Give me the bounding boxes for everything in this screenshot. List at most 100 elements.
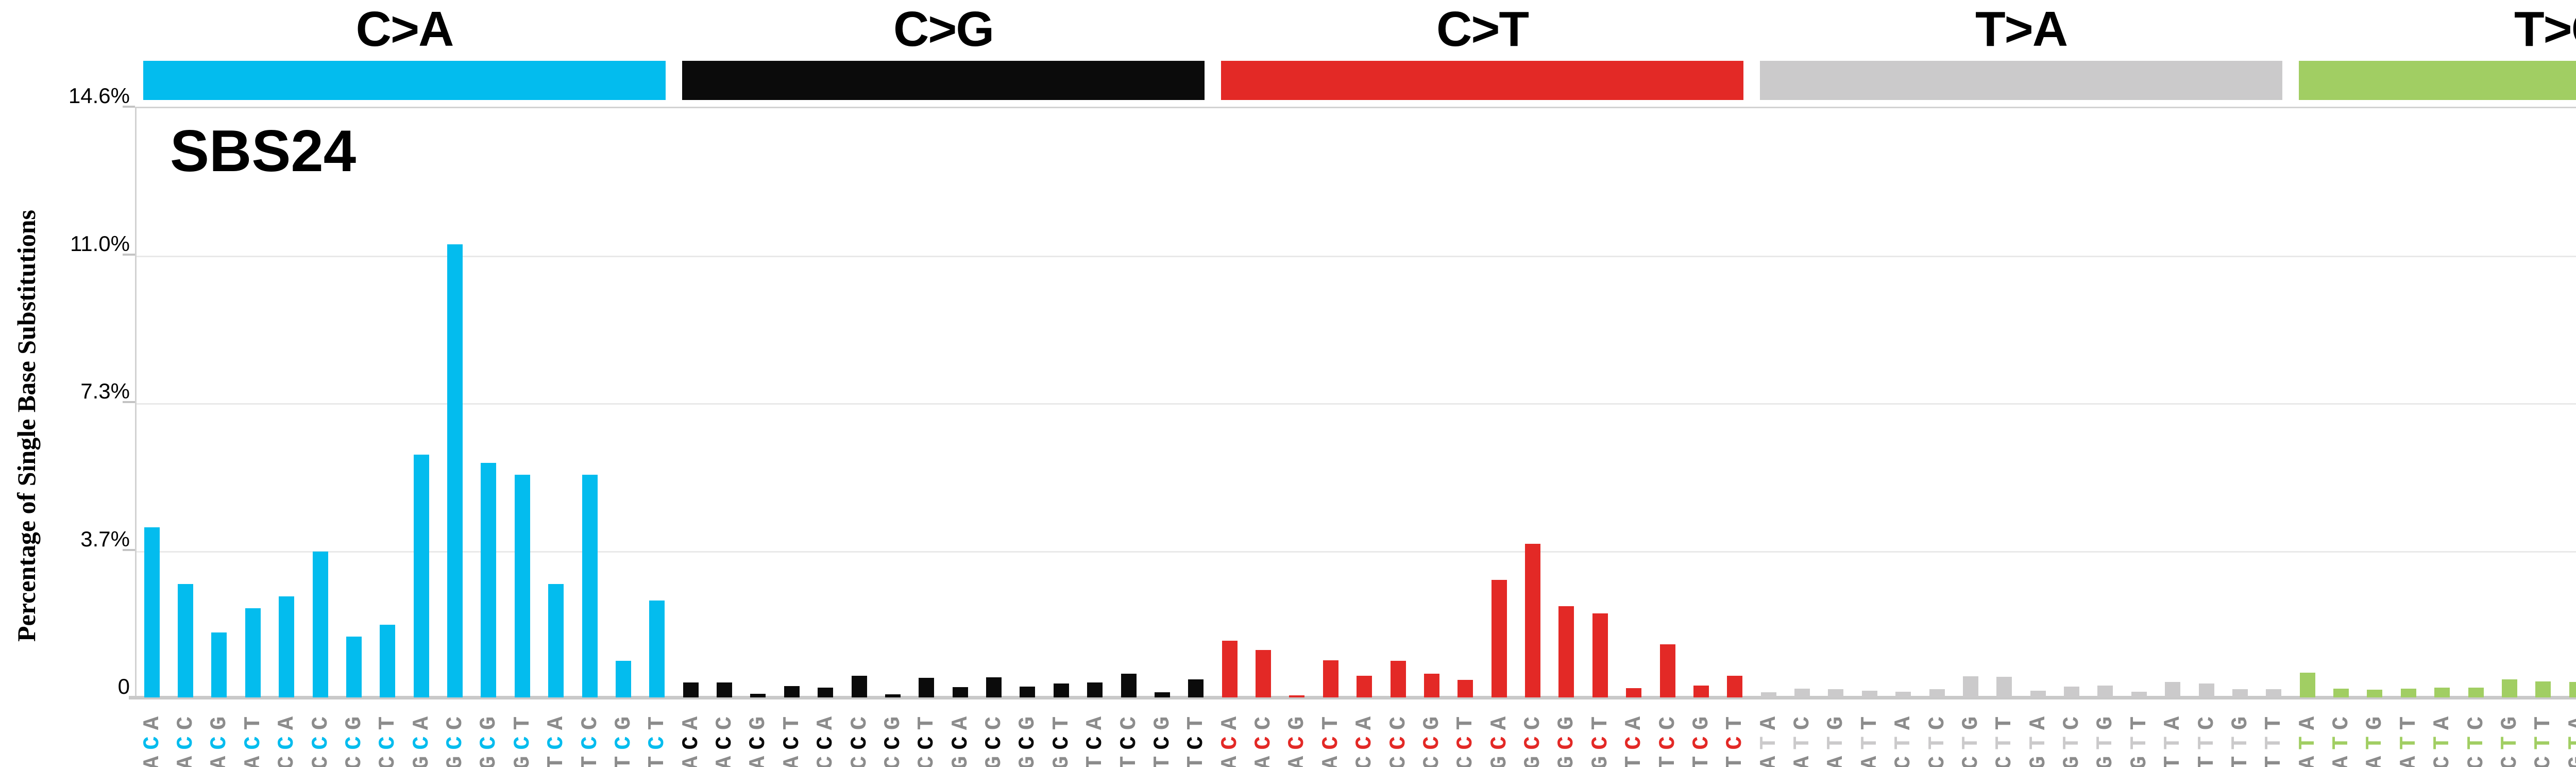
context-letter: C: [173, 710, 199, 730]
mutated-base-letter: C: [375, 730, 401, 750]
mutated-base-letter: T: [2396, 730, 2422, 750]
context-letter: T: [611, 749, 637, 767]
y-gridline: [137, 551, 2576, 553]
mutated-base-letter: T: [2227, 730, 2253, 750]
mutated-base-letter: C: [1520, 730, 1547, 750]
signature-bar: [2299, 673, 2315, 697]
y-tick-mark: [123, 548, 135, 551]
signature-bar: [919, 678, 935, 697]
signature-bar: [885, 694, 901, 697]
signature-bar: [1491, 579, 1507, 697]
signature-bar: [1828, 689, 1844, 697]
context-letter: C: [1891, 749, 1917, 767]
context-letter: A: [544, 710, 570, 730]
signature-bar: [1962, 676, 1978, 697]
mutated-base-letter: C: [1722, 730, 1749, 750]
signature-bar: [144, 527, 160, 697]
mutated-base-letter: T: [1891, 730, 1917, 750]
mutated-base-letter: T: [2531, 730, 2557, 750]
context-letter: T: [2194, 749, 2220, 767]
mutated-base-letter: T: [1790, 730, 1816, 750]
x-axis-context-label: TTT: [2261, 710, 2287, 767]
mutated-base-letter: T: [1992, 730, 2018, 750]
signature-bar: [1423, 673, 1439, 697]
x-axis-context-label: CCA: [274, 710, 300, 767]
x-axis-context-label: TCC: [577, 710, 603, 767]
signature-bar: [312, 552, 328, 697]
context-letter: G: [510, 749, 536, 767]
x-axis-context-label: GCG: [476, 710, 502, 767]
context-letter: A: [2565, 710, 2576, 730]
signature-bar: [1794, 688, 1810, 697]
x-axis-context-label: CTC: [2464, 710, 2489, 767]
context-letter: A: [1486, 710, 1513, 730]
x-axis-context-label: TCG: [1689, 710, 1715, 767]
x-axis-context-label: ATT: [1857, 710, 1883, 767]
signature-bar: [514, 475, 530, 697]
mutated-base-letter: C: [1048, 730, 1075, 750]
signature-bar: [683, 682, 699, 697]
signature-bar: [380, 624, 396, 697]
x-axis-context-label: CCG: [341, 710, 367, 767]
context-letter: T: [2261, 749, 2287, 767]
mutated-base-letter: T: [1823, 730, 1850, 750]
x-axis-context-label: CCC: [1386, 710, 1412, 767]
x-axis-context-label: TCA: [1621, 710, 1647, 767]
context-letter: A: [2160, 710, 2187, 730]
context-letter: T: [1722, 710, 1749, 730]
context-letter: C: [274, 749, 300, 767]
x-axis-context-label: GCG: [1554, 710, 1580, 767]
context-letter: C: [1352, 749, 1378, 767]
context-letter: C: [1924, 749, 1951, 767]
signature-bar: [1558, 606, 1574, 697]
context-letter: C: [375, 749, 401, 767]
mutated-base-letter: C: [1183, 730, 1210, 750]
y-tick-label: 0: [117, 674, 130, 698]
mutation-header-bar: [682, 61, 1205, 100]
context-letter: G: [1284, 710, 1311, 730]
context-letter: C: [914, 749, 940, 767]
context-letter: G: [981, 749, 1008, 767]
x-axis-context-label: GCG: [1015, 710, 1041, 767]
y-gridline: [137, 255, 2576, 257]
context-letter: A: [274, 710, 300, 730]
mutated-base-letter: C: [1486, 730, 1513, 750]
mutated-base-letter: C: [510, 730, 536, 750]
mutation-header-label: C>A: [355, 2, 454, 57]
context-letter: A: [240, 749, 266, 767]
context-letter: T: [1183, 749, 1210, 767]
context-letter: C: [341, 749, 367, 767]
context-letter: A: [1217, 749, 1243, 767]
context-letter: A: [2329, 749, 2355, 767]
signature-bar: [1390, 660, 1406, 697]
context-letter: A: [712, 749, 738, 767]
mutated-base-letter: T: [2093, 730, 2119, 750]
context-letter: T: [1082, 749, 1109, 767]
context-letter: C: [2430, 749, 2456, 767]
context-letter: G: [2059, 749, 2086, 767]
context-letter: C: [1520, 710, 1547, 730]
x-axis-context-label: GCT: [1588, 710, 1614, 767]
context-letter: C: [577, 710, 603, 730]
context-letter: A: [207, 749, 233, 767]
context-letter: T: [2531, 710, 2557, 730]
context-letter: A: [139, 710, 165, 730]
signature-bar: [279, 596, 295, 697]
context-letter: C: [2531, 749, 2557, 767]
x-axis-context-label: TTA: [2160, 710, 2187, 767]
context-letter: G: [947, 749, 974, 767]
context-letter: G: [1419, 710, 1445, 730]
mutation-header-label: T>A: [1975, 2, 2068, 57]
signature-bar: [1053, 683, 1069, 697]
mutated-base-letter: C: [1015, 730, 1041, 750]
signature-bar: [447, 244, 463, 697]
signature-bar: [2400, 688, 2416, 697]
mutated-base-letter: T: [2261, 730, 2287, 750]
mutated-base-letter: C: [846, 730, 873, 750]
x-axis-context-label: ACA: [679, 710, 704, 767]
signature-bar: [1323, 660, 1338, 697]
context-letter: A: [409, 710, 435, 730]
x-axis-context-label: CCT: [914, 710, 940, 767]
x-axis-context-label: ATA: [2295, 710, 2321, 767]
